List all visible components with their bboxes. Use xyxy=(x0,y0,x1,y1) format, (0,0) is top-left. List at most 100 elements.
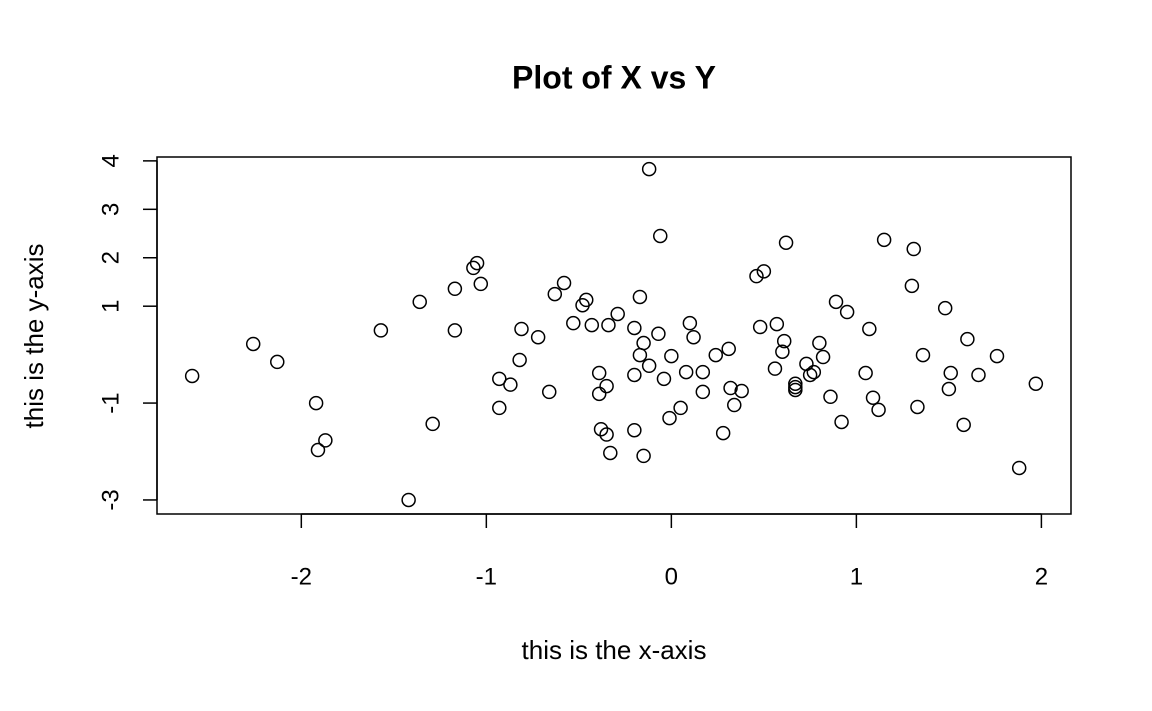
point xyxy=(776,333,792,349)
point xyxy=(956,417,971,433)
point xyxy=(270,354,285,370)
y-tick-label: 1 xyxy=(97,300,124,313)
point xyxy=(715,425,731,441)
point xyxy=(184,368,200,384)
point xyxy=(834,414,849,430)
point xyxy=(752,319,768,335)
point xyxy=(636,448,651,464)
y-tick-label: 4 xyxy=(97,154,124,167)
point xyxy=(802,367,818,383)
point xyxy=(310,442,326,458)
point xyxy=(641,161,657,177)
point xyxy=(599,427,614,442)
point xyxy=(653,228,668,244)
plot-frame xyxy=(156,156,1072,515)
point xyxy=(695,364,711,380)
point xyxy=(767,361,783,376)
point xyxy=(492,371,507,387)
y-tick-label: 3 xyxy=(97,203,124,216)
point xyxy=(906,241,921,257)
point xyxy=(727,397,742,413)
point xyxy=(632,347,648,363)
x-tick-label: 1 xyxy=(850,563,863,590)
point xyxy=(636,335,651,351)
point xyxy=(910,399,925,415)
point xyxy=(245,336,261,352)
point xyxy=(412,294,427,310)
point xyxy=(828,294,844,310)
point xyxy=(503,377,518,392)
point xyxy=(610,306,625,322)
point xyxy=(989,348,1005,364)
x-tick-label: 0 xyxy=(665,563,678,590)
point xyxy=(769,316,785,332)
point xyxy=(839,304,855,320)
point xyxy=(695,384,711,400)
point xyxy=(775,344,790,359)
point xyxy=(806,364,822,380)
x-tick-label: -2 xyxy=(291,563,312,590)
point xyxy=(1028,376,1044,391)
point xyxy=(593,421,609,437)
point xyxy=(556,275,572,291)
point xyxy=(547,286,563,302)
point xyxy=(708,347,724,363)
point xyxy=(601,317,616,333)
point xyxy=(591,365,607,381)
point xyxy=(566,315,581,331)
point xyxy=(308,395,324,411)
point xyxy=(447,323,463,338)
point xyxy=(871,402,886,418)
point xyxy=(492,400,507,416)
point xyxy=(627,367,642,383)
point xyxy=(584,317,600,333)
point xyxy=(425,416,440,432)
x-axis-label: this is the x-axis xyxy=(522,635,707,665)
point xyxy=(865,390,881,405)
point xyxy=(318,433,333,448)
point xyxy=(862,321,877,337)
point xyxy=(541,384,557,400)
point xyxy=(1011,460,1027,476)
point xyxy=(749,268,764,284)
point xyxy=(823,389,838,405)
point xyxy=(627,320,642,336)
point xyxy=(632,289,648,305)
point xyxy=(686,329,701,345)
point xyxy=(514,321,529,337)
point xyxy=(815,349,831,365)
chart-title: Plot of X vs Y xyxy=(512,59,716,95)
y-tick-label: -3 xyxy=(97,489,124,510)
point xyxy=(756,264,772,279)
point xyxy=(678,364,694,380)
point xyxy=(599,378,614,394)
point xyxy=(721,341,736,357)
point xyxy=(734,383,749,399)
point xyxy=(603,445,618,461)
point xyxy=(447,281,463,297)
point xyxy=(941,381,957,397)
point xyxy=(466,260,481,276)
point xyxy=(664,348,679,364)
point xyxy=(591,386,607,402)
y-tick-label: -1 xyxy=(97,392,124,413)
point xyxy=(723,380,738,396)
x-tick-label: -1 xyxy=(476,563,497,590)
point xyxy=(673,400,688,416)
point xyxy=(627,422,642,438)
point xyxy=(876,232,892,248)
point xyxy=(469,255,485,271)
point xyxy=(530,329,546,345)
point xyxy=(641,358,657,374)
point xyxy=(788,379,803,395)
point xyxy=(904,278,920,294)
x-tick-label: 2 xyxy=(1035,563,1048,590)
y-axis-label: this is the y-axis xyxy=(19,244,49,429)
point xyxy=(578,292,594,308)
point xyxy=(960,331,975,347)
point xyxy=(656,371,672,387)
point xyxy=(788,382,803,398)
point xyxy=(401,492,416,508)
point xyxy=(788,376,803,391)
